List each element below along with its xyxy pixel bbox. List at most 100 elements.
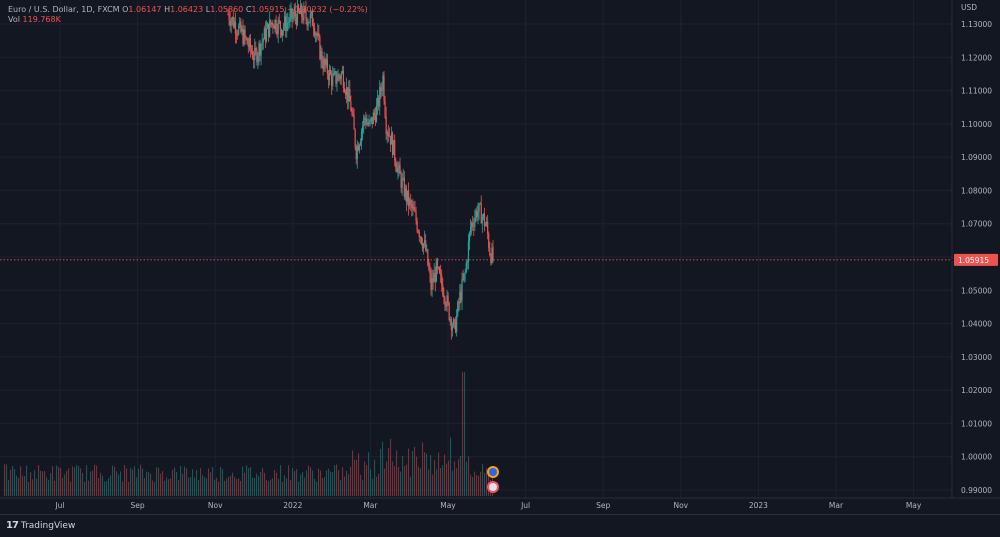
candle-body [367, 122, 369, 125]
candle-body [354, 129, 356, 147]
volume-bar [270, 479, 272, 496]
volume-bar [76, 465, 78, 496]
volume-bar [14, 468, 16, 496]
volume-bar [106, 481, 108, 496]
time-tick-label: Mar [363, 501, 378, 510]
volume-bar [390, 438, 392, 496]
candle-body [282, 26, 285, 31]
volume-bar [348, 474, 350, 496]
candle-body [440, 272, 442, 275]
candle-body [383, 75, 385, 101]
candle-body [360, 131, 363, 142]
volume-bar [372, 478, 374, 496]
candle-body [457, 301, 459, 316]
candle-body [259, 43, 261, 56]
candle-body [306, 18, 308, 26]
time-tick-label: Jul [54, 501, 64, 510]
volume-bar [38, 465, 40, 496]
volume-bar [288, 465, 290, 496]
candle-body [458, 301, 460, 304]
time-tick-label: Nov [673, 501, 688, 510]
volume-bar [388, 448, 390, 496]
volume-legend[interactable]: Vol 119.768K [8, 15, 61, 24]
volume-bar [212, 467, 214, 496]
symbol-title[interactable]: Euro / U.S. Dollar, 1D, FXCM [8, 5, 120, 14]
volume-bar [216, 477, 218, 496]
volume-bar [426, 453, 428, 496]
volume-bar [200, 468, 202, 496]
candle-body [492, 247, 494, 261]
candle-body [307, 22, 309, 26]
event-markers[interactable] [487, 466, 499, 493]
candle-body [337, 74, 339, 81]
candle-body [464, 272, 466, 274]
volume-bar [114, 466, 116, 496]
candle-body [328, 69, 331, 81]
candle-body [438, 267, 441, 273]
candle-body [277, 20, 279, 34]
candle-body [302, 16, 304, 21]
volume-bar [402, 455, 404, 496]
time-axis-labels[interactable]: Jul Sep Nov 2022 Mar May Jul Sep Nov 2023 Mar May [54, 501, 921, 510]
candle-body [475, 210, 477, 218]
volume-bar [168, 479, 170, 496]
volume-bar [220, 467, 222, 496]
candle-body [240, 21, 242, 32]
volume-bar [374, 459, 376, 496]
price-chart[interactable]: 1.13000 1.12000 1.11000 1.10000 1.09000 1.080… [0, 0, 1000, 514]
volume-bar [138, 468, 140, 496]
candle-body [485, 221, 488, 225]
price-tick-label: 1.11000 [961, 87, 992, 96]
candle-body [242, 28, 244, 45]
volume-bar [296, 469, 298, 496]
volume-bar [304, 477, 306, 496]
candle-body [426, 249, 428, 251]
tradingview-logo[interactable]: 17 TradingView [6, 520, 75, 531]
volume-bar [244, 472, 246, 496]
candle-body [358, 145, 361, 151]
candle-body [478, 203, 480, 212]
volume-bar [56, 465, 58, 496]
candle-body [233, 22, 236, 28]
candle-body [308, 21, 310, 23]
dividend-icon [489, 468, 497, 476]
volume-bar [124, 465, 126, 496]
candle-body [448, 302, 450, 320]
volume-bar [120, 471, 122, 496]
volume-bar [6, 464, 8, 496]
volume-bar [274, 470, 276, 496]
candle-body [305, 9, 307, 19]
candle-body [276, 30, 278, 34]
volume-bar [134, 466, 136, 496]
symbol-legend[interactable]: Euro / U.S. Dollar, 1D, FXCM O1.06147 H1… [8, 4, 368, 15]
candle-body [229, 20, 231, 26]
time-tick-label: Sep [596, 501, 610, 510]
candle-body [391, 133, 394, 155]
candle-body [335, 71, 337, 84]
volume-bar [486, 468, 488, 496]
volume-bar [242, 466, 244, 496]
volume-bar [102, 475, 104, 496]
candle-body [279, 21, 281, 30]
candle-body [366, 122, 368, 125]
volume-bar [412, 450, 414, 496]
volume-bar [422, 442, 424, 496]
price-tick-label: 1.12000 [961, 53, 992, 62]
candle-body [365, 117, 367, 125]
currency-label: USD [961, 3, 977, 12]
candle-body [341, 70, 343, 74]
volume-bar [154, 481, 156, 496]
time-tick-label: 2023 [749, 501, 768, 510]
price-tick-label: 1.03000 [961, 353, 992, 362]
candle-body [477, 211, 479, 217]
volume-bar [194, 477, 196, 496]
candle-body [481, 216, 483, 224]
candlestick-series[interactable] [227, 0, 494, 340]
volume-bar [466, 461, 468, 496]
candle-body [430, 273, 432, 290]
candle-body [309, 14, 311, 22]
candle-body [291, 8, 293, 19]
volume-bar [398, 467, 400, 496]
volume-bar [408, 448, 410, 496]
candle-body [453, 319, 456, 321]
